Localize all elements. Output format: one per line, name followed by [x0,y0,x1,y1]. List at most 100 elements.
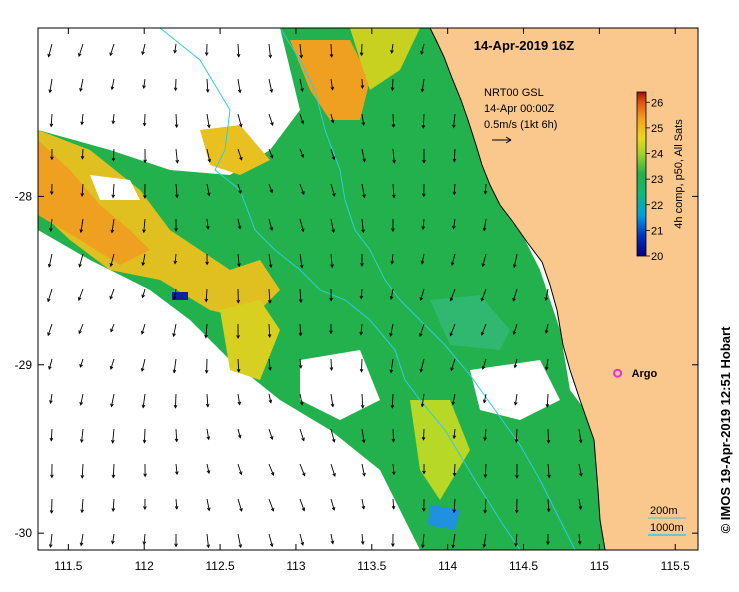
current-arrow [359,43,364,57]
current-arrow [299,78,304,93]
current-arrow [390,393,395,409]
current-arrow [449,288,456,302]
current-arrow [512,288,518,302]
current-arrow [546,533,550,546]
argo-symbol-icon [613,368,623,378]
current-arrow [268,288,272,304]
current-arrow [111,183,116,199]
lon-tick-label: 112 [135,559,154,573]
current-arrow [237,218,242,230]
current-arrow [360,253,364,267]
current-arrow [109,358,115,370]
current-arrow [299,393,304,406]
current-arrow [268,393,273,404]
sst-green-patch [38,28,605,550]
current-arrow [483,183,488,195]
current-arrow [174,113,179,129]
current-arrow [359,288,364,300]
current-arrow [391,113,396,128]
current-arrow [299,218,305,233]
sst-blue-patch [428,505,460,530]
plot-frame [37,27,699,551]
colorbar-tick-label: 22 [651,200,663,212]
current-arrow [330,218,335,234]
current-arrow [298,288,303,304]
current-arrow [175,463,179,476]
current-arrow [206,113,211,129]
current-arrow [50,463,54,479]
argo-marker: Argo [613,368,658,380]
current-arrow [421,428,426,441]
current-arrow [80,498,84,514]
colorbar-tick-label: 24 [651,149,663,161]
current-arrow [236,358,241,373]
current-arrow [451,533,456,549]
current-arrow [79,218,84,234]
current-arrow [420,393,425,408]
current-arrow [80,113,84,126]
current-arrow [578,428,583,444]
colorbar-tick-label: 21 [651,225,663,237]
current-arrow [299,183,305,196]
current-arrow [391,533,395,548]
current-arrow [204,323,208,339]
colorbar: 26 25 24 23 22 21 20 4h comp, p50, All Sats [636,91,685,263]
sst-cold-spot [172,292,188,300]
current-arrow [173,78,178,92]
current-arrow [420,43,425,55]
current-arrow [299,253,304,269]
current-arrow [452,428,457,440]
current-arrow [172,288,177,301]
current-arrow [420,78,425,93]
current-arrow [141,288,146,299]
current-arrow [109,43,115,57]
current-arrow [49,498,54,514]
lon-tick-label: 114.5 [509,559,538,573]
current-arrow [111,533,115,545]
current-arrow [389,288,394,300]
no-data-gap-1 [90,175,140,200]
current-arrow [452,498,457,514]
argo-label: Argo [632,368,658,380]
current-arrow [206,498,211,512]
current-arrow [480,323,487,336]
current-arrow [451,393,456,406]
lon-tick-label: 113.5 [357,559,386,573]
colorbar-ticks: 26 25 24 23 22 21 20 [646,97,663,263]
current-arrow [577,533,582,545]
current-arrow [237,113,243,128]
current-arrow [142,428,147,444]
current-arrow [237,393,242,406]
current-arrow [237,533,243,549]
current-arrow [173,393,178,409]
lon-tick-label: 111.5 [54,559,83,573]
current-arrow [48,78,53,94]
current-arrow [390,78,395,92]
current-arrow [206,218,210,230]
current-arrow [422,148,426,164]
current-legend-arrow [492,136,512,144]
current-arrow [514,428,519,443]
current-arrow [450,253,456,267]
current-arrow [481,253,487,268]
current-arrow [111,498,116,512]
current-arrow [205,78,210,93]
current-arrow [237,183,242,195]
current-arrow [268,148,274,159]
current-arrow [361,428,366,444]
current-arrow [419,323,425,338]
current-arrow [299,43,304,59]
current-arrow [174,428,179,443]
current-arrow [237,148,243,161]
current-arrow [204,43,209,57]
current-arrow [419,288,425,302]
current-arrow [205,253,209,266]
current-legend-line1: NRT00 GSL [484,87,544,99]
current-arrow [421,498,426,512]
current-arrow [360,533,365,545]
current-arrow [49,218,53,233]
current-arrow [330,253,334,269]
current-arrow [359,323,364,336]
sst-orange-patch-west [38,140,150,265]
